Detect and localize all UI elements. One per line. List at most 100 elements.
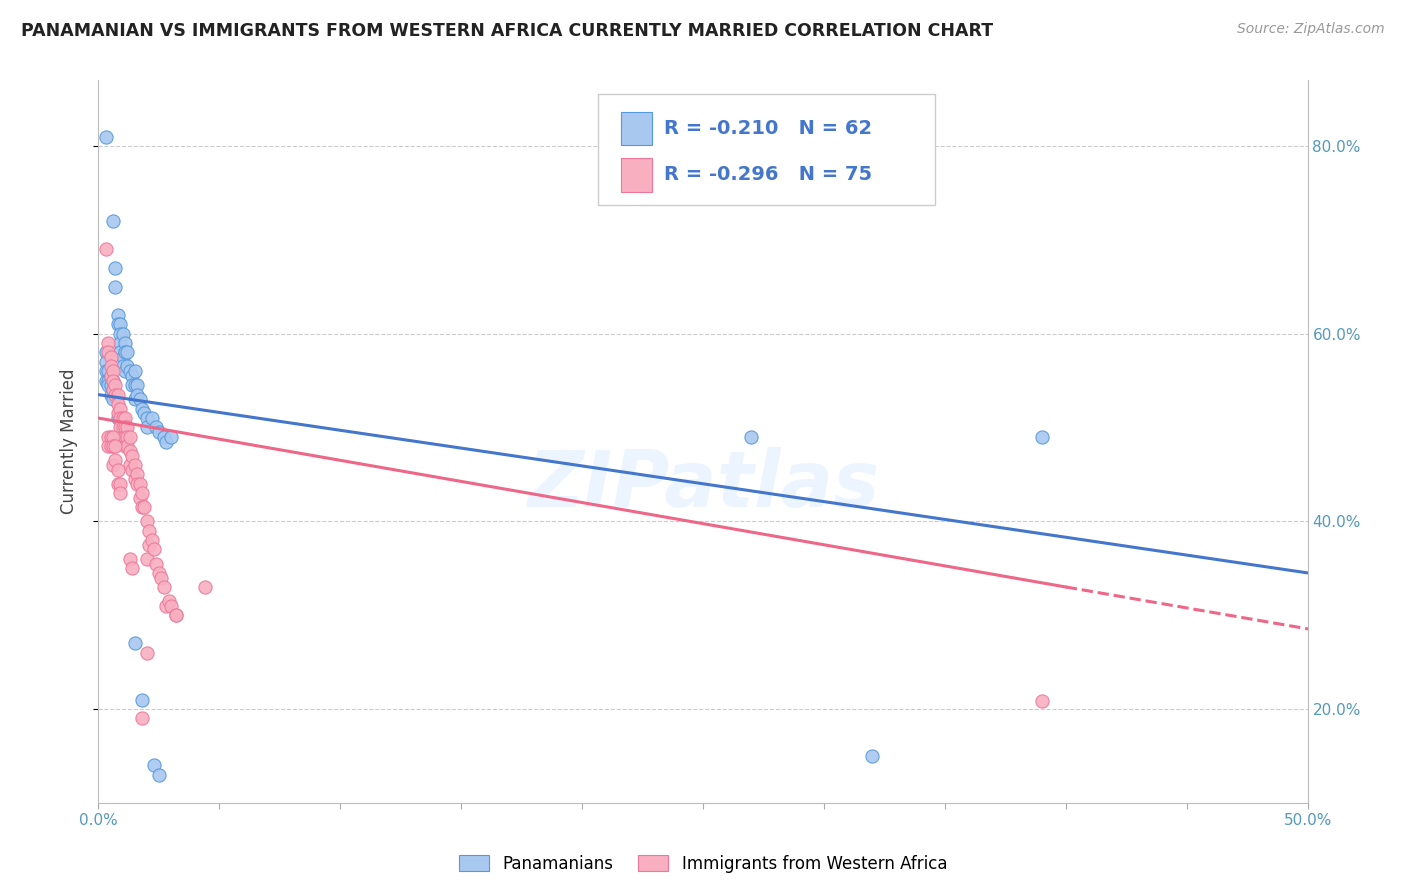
Point xyxy=(121,463,143,477)
Point xyxy=(104,260,127,275)
Point xyxy=(127,467,149,482)
Point xyxy=(143,758,166,772)
Point xyxy=(118,364,141,378)
Point xyxy=(141,411,163,425)
Point xyxy=(100,430,122,444)
Point xyxy=(108,486,131,500)
Point xyxy=(127,378,149,392)
Point xyxy=(94,364,117,378)
Point xyxy=(100,378,122,392)
Point xyxy=(94,355,117,369)
Point xyxy=(100,350,122,364)
Point xyxy=(107,397,129,411)
Point xyxy=(155,599,177,613)
Point xyxy=(194,580,217,594)
Point xyxy=(101,364,124,378)
Point xyxy=(135,646,157,660)
Point xyxy=(108,336,131,351)
Point xyxy=(145,420,167,434)
Point xyxy=(165,608,187,623)
Point xyxy=(165,608,187,623)
Point xyxy=(111,326,134,341)
Point xyxy=(1031,694,1053,708)
Point xyxy=(121,561,143,575)
Point xyxy=(104,378,127,392)
Point xyxy=(128,491,150,505)
Point xyxy=(97,430,120,444)
Point xyxy=(101,214,124,228)
Point xyxy=(100,368,122,383)
Point xyxy=(131,401,153,416)
Point xyxy=(111,411,134,425)
Point xyxy=(108,411,131,425)
Point xyxy=(135,420,157,434)
Point xyxy=(131,692,153,706)
Point xyxy=(117,359,139,374)
Point xyxy=(111,359,134,374)
Point xyxy=(114,345,136,359)
Point xyxy=(107,476,129,491)
Point xyxy=(1031,430,1053,444)
Point xyxy=(108,401,131,416)
Point xyxy=(114,336,136,351)
Point xyxy=(111,350,134,364)
Point xyxy=(117,345,139,359)
Point xyxy=(94,242,117,256)
Point xyxy=(148,425,170,439)
Point xyxy=(117,420,139,434)
Point xyxy=(101,374,124,388)
Point xyxy=(97,336,120,351)
Point xyxy=(118,551,141,566)
Point xyxy=(138,524,160,538)
Point xyxy=(152,430,174,444)
Point xyxy=(100,359,122,374)
Point xyxy=(107,318,129,332)
Point xyxy=(107,387,129,401)
Point xyxy=(143,542,166,557)
Point xyxy=(94,129,117,144)
Point xyxy=(131,500,153,515)
Point xyxy=(135,411,157,425)
Point xyxy=(101,439,124,453)
Point xyxy=(101,458,124,472)
Point xyxy=(118,444,141,458)
Point xyxy=(127,387,149,401)
Point xyxy=(97,374,120,388)
Point xyxy=(124,472,146,486)
Point xyxy=(97,378,120,392)
Legend: Panamanians, Immigrants from Western Africa: Panamanians, Immigrants from Western Afr… xyxy=(453,848,953,880)
Point xyxy=(128,476,150,491)
Point xyxy=(108,326,131,341)
Point xyxy=(128,392,150,407)
Point xyxy=(111,420,134,434)
Point xyxy=(117,430,139,444)
Point xyxy=(124,392,146,407)
Point xyxy=(740,430,762,444)
Text: ZIPatlas: ZIPatlas xyxy=(527,447,879,523)
Point xyxy=(134,500,156,515)
Point xyxy=(101,392,124,407)
Point xyxy=(114,439,136,453)
Point xyxy=(124,458,146,472)
Point xyxy=(97,345,120,359)
Point xyxy=(97,364,120,378)
Point xyxy=(100,368,122,383)
Point xyxy=(135,551,157,566)
Point xyxy=(124,636,146,650)
Point xyxy=(118,458,141,472)
Point xyxy=(114,364,136,378)
Point xyxy=(860,748,883,763)
Point xyxy=(157,594,180,608)
Point xyxy=(131,711,153,725)
Point xyxy=(104,387,127,401)
Point xyxy=(121,368,143,383)
Point xyxy=(101,430,124,444)
Point xyxy=(104,453,127,467)
Point xyxy=(127,476,149,491)
Point xyxy=(124,364,146,378)
Point xyxy=(138,538,160,552)
Point xyxy=(107,406,129,420)
Point xyxy=(160,599,183,613)
Point xyxy=(145,557,167,571)
Point xyxy=(101,383,124,397)
